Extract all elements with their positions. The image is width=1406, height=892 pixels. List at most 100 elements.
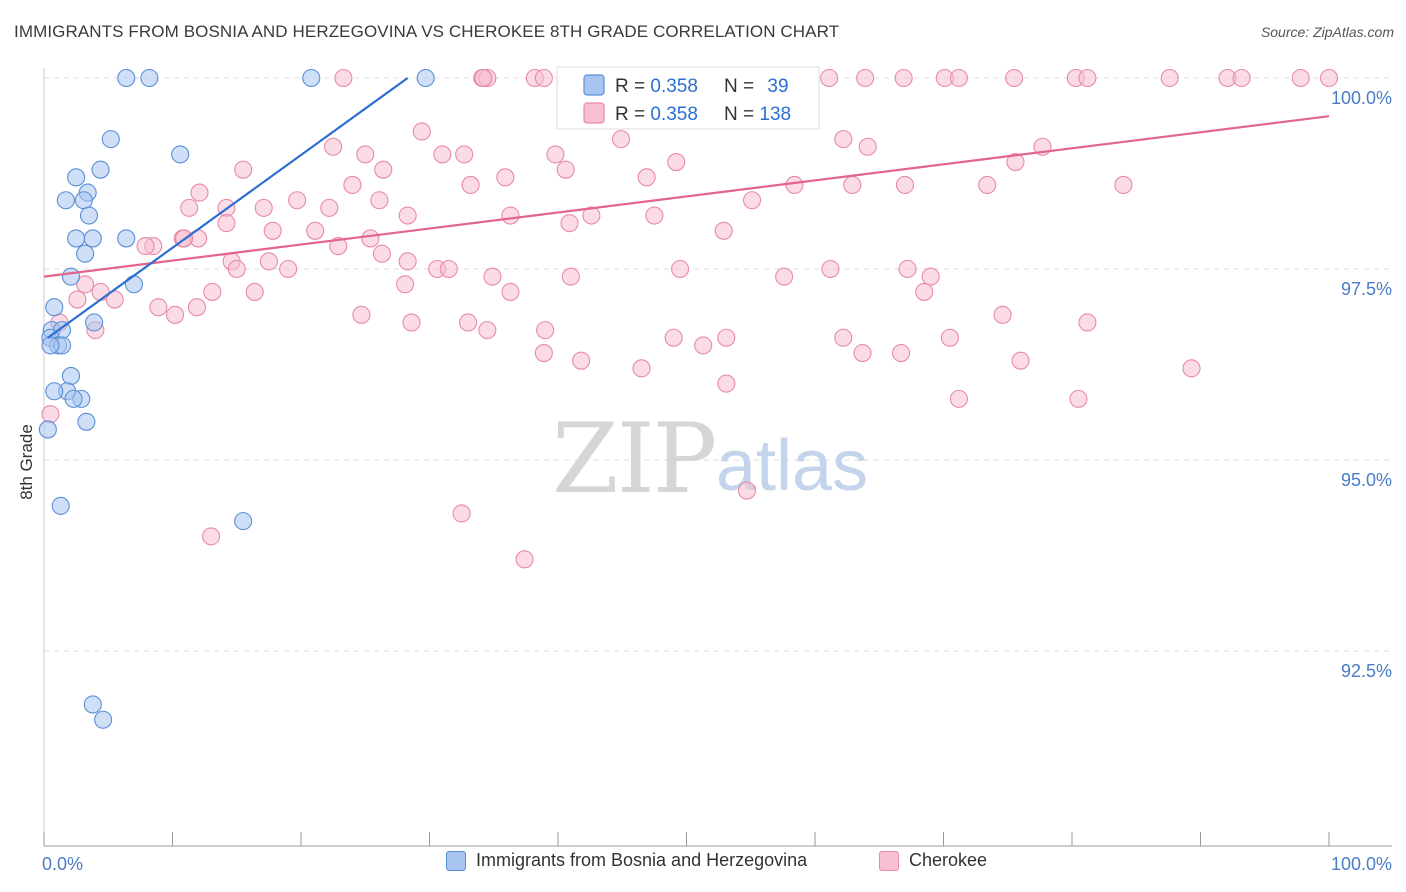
series-cherokee [41,68,1339,569]
data-point [478,321,497,340]
data-point [263,221,282,240]
y-tick-label: 92.5% [1341,661,1392,681]
data-point [501,206,520,225]
data-point [136,237,155,256]
data-point [1114,175,1133,195]
data-point [515,550,534,569]
x-tick-label-right: 100.0% [1331,854,1392,874]
data-point [993,305,1012,324]
x-tick-label-left: 0.0% [42,854,83,874]
data-point [41,405,60,424]
trendline-cherokee [43,115,1330,278]
data-point [76,244,95,263]
trendline-bosnia [47,77,409,339]
axes [43,68,1392,847]
data-point [203,282,222,301]
data-point [560,214,579,233]
data-point [556,160,575,179]
data-point [611,130,631,149]
data-point [361,229,380,248]
y-axis-label: 8th Grade [17,424,36,500]
legend-item-bosnia[interactable]: Immigrants from Bosnia and Herzegovina [446,850,807,871]
data-point [714,221,733,240]
data-point [234,512,253,531]
data-point [85,313,104,332]
data-point [892,343,911,363]
data-point [1291,68,1310,88]
data-point [1005,68,1024,88]
data-point [94,710,113,729]
stats-legend: R = 0.358 N = 39 R = 0.358 N = 138 [556,66,820,130]
bottom-legend: Immigrants from Bosnia and Herzegovina C… [0,850,1406,880]
data-point [742,191,762,210]
data-point [433,145,452,164]
data-point [1078,68,1097,88]
data-point [79,206,99,225]
source-label: Source: ZipAtlas.com [1260,24,1394,40]
data-point [582,206,601,225]
data-point [343,175,362,195]
data-point [180,198,199,217]
data-point [68,290,87,309]
data-point [217,214,236,233]
data-point [671,259,690,279]
data-point [398,206,417,225]
data-point [329,237,348,256]
data-point [949,389,968,408]
data-point [1160,68,1179,88]
data-point [1011,351,1030,370]
data-point [834,130,853,149]
data-point [717,328,736,347]
data-point [1069,389,1088,408]
series-bosnia [38,68,435,729]
data-point [894,68,913,88]
data-point [171,145,190,164]
legend-swatch-cherokee [879,850,899,871]
svg-text:N = 39: N = 39 [724,76,789,97]
data-point [694,336,713,355]
data-point [124,275,143,294]
data-point [74,191,93,210]
stats-n-label-1: N = [724,76,759,97]
stats-r-value-2: 0.358 [650,104,698,125]
data-point [374,160,393,179]
data-point [821,259,840,279]
data-point [149,298,168,317]
data-point [202,527,221,546]
data-point [51,496,70,515]
data-point [416,68,435,88]
data-point [190,183,209,202]
data-point [632,359,651,378]
data-point [38,420,57,439]
data-point [61,267,81,286]
data-point [1319,68,1339,88]
legend-item-cherokee[interactable]: Cherokee [879,850,987,871]
data-point [412,122,431,141]
data-point [288,191,307,210]
data-point [785,175,804,195]
data-point [56,191,75,210]
data-point [856,68,875,88]
data-point [61,366,81,386]
data-point [452,504,471,523]
legend-label-bosnia: Immigrants from Bosnia and Herzegovina [476,850,808,870]
data-point [820,68,839,88]
data-point [140,68,159,88]
data-point [259,252,278,271]
data-point [302,68,321,88]
data-point [402,313,421,332]
data-point [334,68,353,88]
data-point [41,336,60,355]
data-point [45,382,64,401]
data-point [398,252,417,271]
data-point [187,298,206,317]
data-point [1078,313,1097,332]
data-point [83,695,102,714]
data-point [940,328,959,347]
data-point [546,145,565,164]
x-ticks [43,832,1330,846]
svg-text:R = 0.358: R = 0.358 [615,104,698,125]
data-point [117,229,136,248]
data-point [455,145,474,164]
data-point [45,298,64,317]
